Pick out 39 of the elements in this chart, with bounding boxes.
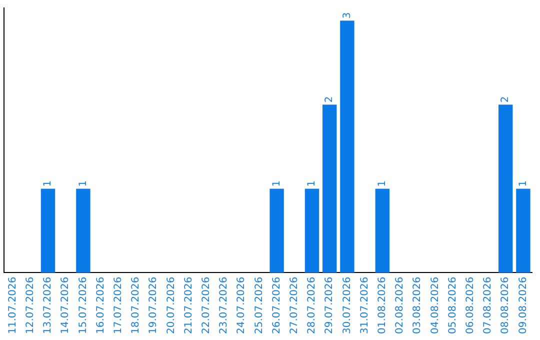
x-tick-label: 26.07.2026 [271,276,282,334]
x-tick-label: 08.08.2026 [500,276,512,334]
x-tick-label: 21.07.2026 [183,276,194,334]
x-tick-label: 30.07.2026 [342,276,353,334]
x-tick-label: 05.08.2026 [447,276,458,334]
data-label: 1 [78,180,89,187]
x-tick-label: 23.07.2026 [218,276,230,334]
x-tick-label: 14.07.2026 [60,276,72,334]
x-tick-label: 04.08.2026 [430,276,441,334]
x-tick-label: 03.08.2026 [412,276,424,334]
x-tick-label: 13.07.2026 [42,276,54,334]
x-tick-label: 24.07.2026 [236,276,248,334]
x-tick-label: 09.08.2026 [518,276,529,334]
data-label: 1 [518,180,529,187]
x-tick-label: 27.07.2026 [288,276,300,334]
data-label: 2 [500,96,512,103]
data-label: 1 [271,180,282,187]
x-tick-label: 18.07.2026 [130,276,142,334]
x-tick-label: 19.07.2026 [148,276,160,334]
data-label: 3 [342,12,353,19]
x-tick-label: 28.07.2026 [306,276,318,334]
data-label: 1 [306,180,318,187]
x-tick-label: 07.08.2026 [482,276,494,334]
x-tick-label: 02.08.2026 [394,276,406,334]
x-tick-label: 31.07.2026 [359,276,370,334]
x-tick-label: 20.07.2026 [166,276,177,334]
x-tick-label: 29.07.2026 [324,276,336,334]
x-tick-label: 17.07.2026 [112,276,124,334]
x-tick-label: 12.07.2026 [24,276,36,334]
x-tick-label: 25.07.2026 [254,276,265,334]
data-label: 2 [324,96,336,103]
x-tick-label: 06.08.2026 [464,276,476,334]
x-tick-label: 11.07.2026 [7,276,18,334]
x-tick-label: 22.07.2026 [200,276,212,334]
x-tick-label: 15.07.2026 [78,276,89,334]
x-tick-label: 01.08.2026 [376,276,388,334]
data-label: 1 [42,180,54,187]
x-tick-label: 16.07.2026 [95,276,106,334]
data-label: 1 [376,180,388,187]
